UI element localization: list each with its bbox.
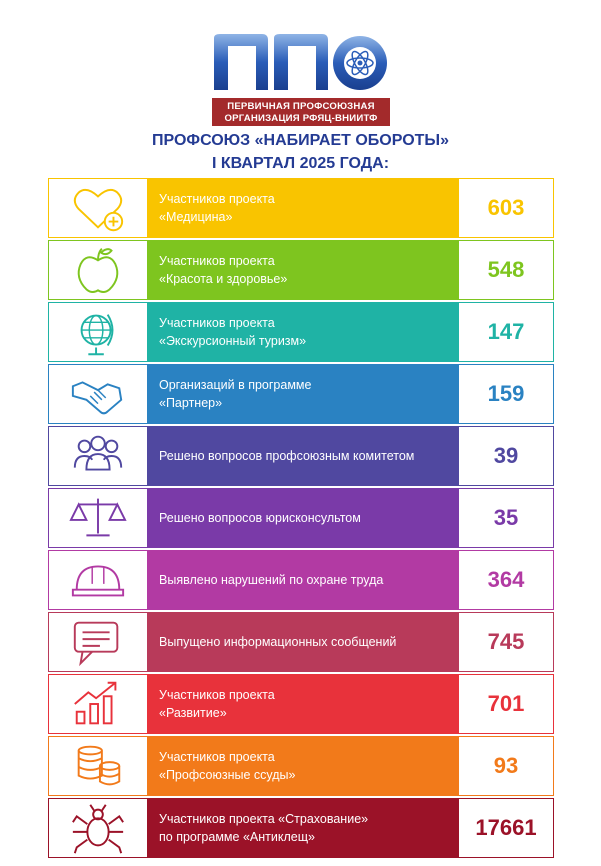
scales-icon [49, 489, 147, 547]
growth-chart-icon [49, 675, 147, 733]
apple-icon [49, 241, 147, 299]
stat-label-line1: Организаций в программе [159, 378, 312, 392]
stats-list: Участников проекта «Медицина» 603 Участнико… [48, 178, 554, 860]
stat-label-line1: Решено вопросов профсоюзным комитетом [159, 449, 415, 463]
stat-value: 93 [493, 753, 519, 778]
stat-label: Выявлено нарушений по охране труда [147, 551, 459, 609]
stat-label: Участников проекта «Медицина» [147, 179, 459, 237]
stat-value: 17661 [475, 815, 537, 840]
stat-label-line2: «Партнер» [159, 396, 223, 410]
logo-banner: ПЕРВИЧНАЯ ПРОФСОЮЗНАЯ ОРГАНИЗАЦИЯ РФЯЦ-В… [212, 98, 390, 126]
logo: ПЕРВИЧНАЯ ПРОФСОЮЗНАЯ ОРГАНИЗАЦИЯ РФЯЦ-В… [212, 30, 390, 126]
page-title: ПРОФСОЮЗ «НАБИРАЕТ ОБОРОТЫ» [152, 132, 449, 149]
stat-label-line1: Участников проекта [159, 750, 275, 764]
stat-label: Участников проекта «Профсоюзные ссуды» [147, 737, 459, 795]
stat-value: 159 [487, 381, 525, 406]
stat-label-line1: Участников проекта [159, 192, 275, 206]
stat-row: Участников проекта «Медицина» 603 [48, 178, 554, 238]
stat-row: Участников проекта «Страхование» по прогр… [48, 798, 554, 858]
stat-label-line2: «Экскурсионный туризм» [159, 334, 307, 348]
stat-label-line1: Решено вопросов юрисконсультом [159, 511, 361, 525]
stat-value: 548 [487, 257, 525, 282]
stat-label: Выпущено информационных сообщений [147, 613, 459, 671]
stat-row: Участников проекта «Экскурсионный туризм»… [48, 302, 554, 362]
stat-label: Участников проекта «Экскурсионный туризм» [147, 303, 459, 361]
stat-label-line1: Участников проекта [159, 688, 275, 702]
handshake-icon [49, 365, 147, 423]
stat-label-line1: Участников проекта «Страхование» [159, 812, 369, 826]
stat-row: Участников проекта «Развитие» 701 [48, 674, 554, 734]
page-subtitle: I КВАРТАЛ 2025 ГОДА: [211, 155, 390, 172]
stat-row: Выявлено нарушений по охране труда 364 [48, 550, 554, 610]
stat-value: 745 [487, 629, 525, 654]
stat-label-line2: «Красота и здоровье» [159, 272, 288, 286]
stat-row: Выпущено информационных сообщений 745 [48, 612, 554, 672]
stat-row: Участников проекта «Профсоюзные ссуды» 93 [48, 736, 554, 796]
hard-hat-icon [49, 551, 147, 609]
stat-value: 39 [493, 443, 519, 468]
stat-value: 147 [487, 319, 525, 344]
logo-banner-line2: ОРГАНИЗАЦИЯ РФЯЦ-ВНИИТФ [224, 113, 378, 124]
tick-icon [49, 799, 147, 857]
stat-label-line1: Участников проекта [159, 254, 275, 268]
people-icon [49, 427, 147, 485]
ppo-logo-mark [214, 34, 387, 90]
stat-row: Решено вопросов юрисконсультом 35 [48, 488, 554, 548]
stat-label-line1: Участников проекта [159, 316, 275, 330]
stat-label-line2: «Медицина» [159, 210, 233, 224]
stat-row: Организаций в программе «Партнер» 159 [48, 364, 554, 424]
stat-value: 603 [487, 195, 525, 220]
stat-label-line1: Выпущено информационных сообщений [159, 635, 397, 649]
stat-label: Участников проекта «Развитие» [147, 675, 459, 733]
stat-value: 701 [487, 691, 525, 716]
stat-label: Организаций в программе «Партнер» [147, 365, 459, 423]
coins-icon [49, 737, 147, 795]
stat-label-line2: «Развитие» [159, 706, 227, 720]
stat-row: Участников проекта «Красота и здоровье» 54… [48, 240, 554, 300]
stat-label-line1: Выявлено нарушений по охране труда [159, 573, 384, 587]
heart-plus-icon [49, 179, 147, 237]
stat-value: 364 [487, 567, 525, 592]
globe-icon [49, 303, 147, 361]
stat-label: Участников проекта «Страхование» по прогр… [147, 799, 459, 857]
stat-label: Участников проекта «Красота и здоровье» [147, 241, 459, 299]
chat-icon [49, 613, 147, 671]
stat-value: 35 [493, 505, 519, 530]
stat-label-line2: по программе «Антиклещ» [159, 830, 315, 844]
stat-label-line2: «Профсоюзные ссуды» [159, 768, 296, 782]
logo-banner-line1: ПЕРВИЧНАЯ ПРОФСОЮЗНАЯ [227, 101, 375, 112]
stat-label: Решено вопросов профсоюзным комитетом [147, 427, 459, 485]
stat-label: Решено вопросов юрисконсультом [147, 489, 459, 547]
stat-row: Решено вопросов профсоюзным комитетом 39 [48, 426, 554, 486]
